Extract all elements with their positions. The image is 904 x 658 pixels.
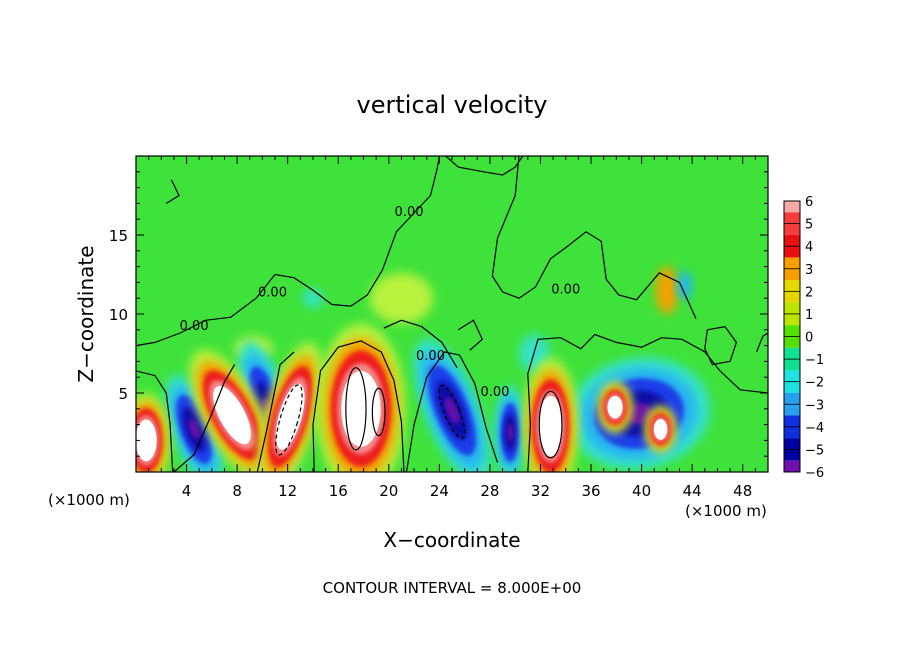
downdraft-cell [413, 338, 491, 472]
contour-label: 0.00 [416, 349, 445, 364]
zero-contour [383, 319, 458, 369]
colorbar-label: 0 [805, 331, 813, 346]
y-axis: 5 10 15 [109, 171, 768, 457]
weak-feature [302, 288, 324, 308]
colorbar-label: −3 [805, 398, 824, 413]
downdraft-cell [494, 385, 526, 472]
x-tick-label: 28 [480, 482, 499, 500]
downdraft-cell [165, 374, 223, 472]
colorbar-label: −6 [805, 466, 824, 481]
x-tick-label: 48 [733, 482, 752, 500]
contour-interval-note: CONTOUR INTERVAL = 8.000E+00 [323, 579, 582, 597]
colorbar-label: 4 [805, 240, 813, 255]
weak-feature [369, 272, 434, 324]
contour-label-group: 0.00 0.00 0.00 0.00 0.00 0.00 [180, 205, 581, 400]
x-tick-label: 32 [531, 482, 550, 500]
colorbar-swatch [784, 201, 800, 213]
y-tick-label: 5 [118, 385, 128, 403]
x-tick-label: 20 [379, 482, 398, 500]
updraft-core-contour [538, 390, 563, 459]
updraft-cell [257, 342, 323, 472]
updraft-core-contour [345, 367, 367, 451]
x-tick-label: 24 [430, 482, 449, 500]
contour-label: 0.00 [258, 286, 287, 301]
zero-contour [136, 156, 440, 347]
zero-contour [312, 340, 405, 472]
x-tick-label: 8 [232, 482, 242, 500]
colorbar: 6 5 4 3 2 1 0 −1 −2 −3 −4 −5 −6 [783, 195, 824, 481]
colorbar-label: −2 [805, 376, 824, 391]
chart-title: vertical velocity [357, 91, 548, 119]
colorbar-label: −5 [805, 443, 824, 458]
weak-feature [655, 266, 679, 314]
colorbar-label: 3 [805, 263, 813, 278]
colorbar-swatch [784, 460, 800, 472]
y-axis-label: Z−coordinate [74, 245, 98, 382]
x-axis-label: X−coordinate [383, 528, 520, 552]
contour-label: 0.00 [480, 385, 509, 400]
colorbar-label: 6 [805, 195, 813, 210]
velocity-field [136, 266, 711, 472]
zero-contour [491, 156, 697, 319]
x-axis: 4 8 12 16 20 24 28 32 36 40 44 48 [148, 156, 756, 500]
colorbar-label: −4 [805, 421, 824, 436]
zero-contour [136, 370, 174, 472]
colorbar-label: 5 [805, 218, 813, 233]
downdraft-core-contour [275, 384, 303, 456]
colorbar-label: 1 [805, 308, 813, 323]
zero-contour [445, 156, 524, 176]
x-tick-label: 12 [278, 482, 297, 500]
x-unit-right: (×1000 m) [685, 502, 767, 520]
colorbar-label: 2 [805, 285, 813, 300]
updraft-cell [523, 357, 578, 472]
x-tick-label: 44 [683, 482, 702, 500]
contour-label: 0.00 [180, 319, 209, 334]
downdraft-core-contour [438, 384, 466, 440]
updraft-cell [645, 405, 676, 453]
updraft-core-contour [371, 387, 386, 437]
y-tick-label: 15 [109, 227, 128, 245]
updraft-cell [136, 393, 170, 472]
x-tick-label: 16 [329, 482, 348, 500]
zero-contour [704, 325, 738, 366]
updraft-cell [597, 381, 633, 433]
updraft-cell [316, 323, 406, 472]
zero-contour [173, 364, 236, 472]
y-tick-label: 10 [109, 306, 128, 324]
colorbar-label: −1 [805, 353, 824, 368]
x-tick-label: 40 [632, 482, 651, 500]
weak-feature [676, 271, 693, 300]
zero-contour [457, 319, 484, 351]
zero-contour [756, 332, 768, 353]
zero-contour [405, 351, 499, 472]
x-tick-label: 4 [182, 482, 192, 500]
zero-contour [256, 351, 295, 472]
contour-label: 0.00 [395, 205, 424, 220]
zero-contour [165, 179, 180, 204]
x-unit-left: (×1000 m) [48, 491, 130, 509]
updraft-cell [189, 349, 275, 472]
contour-label: 0.00 [551, 282, 580, 297]
x-tick-label: 36 [581, 482, 600, 500]
contour-lines [136, 156, 768, 472]
